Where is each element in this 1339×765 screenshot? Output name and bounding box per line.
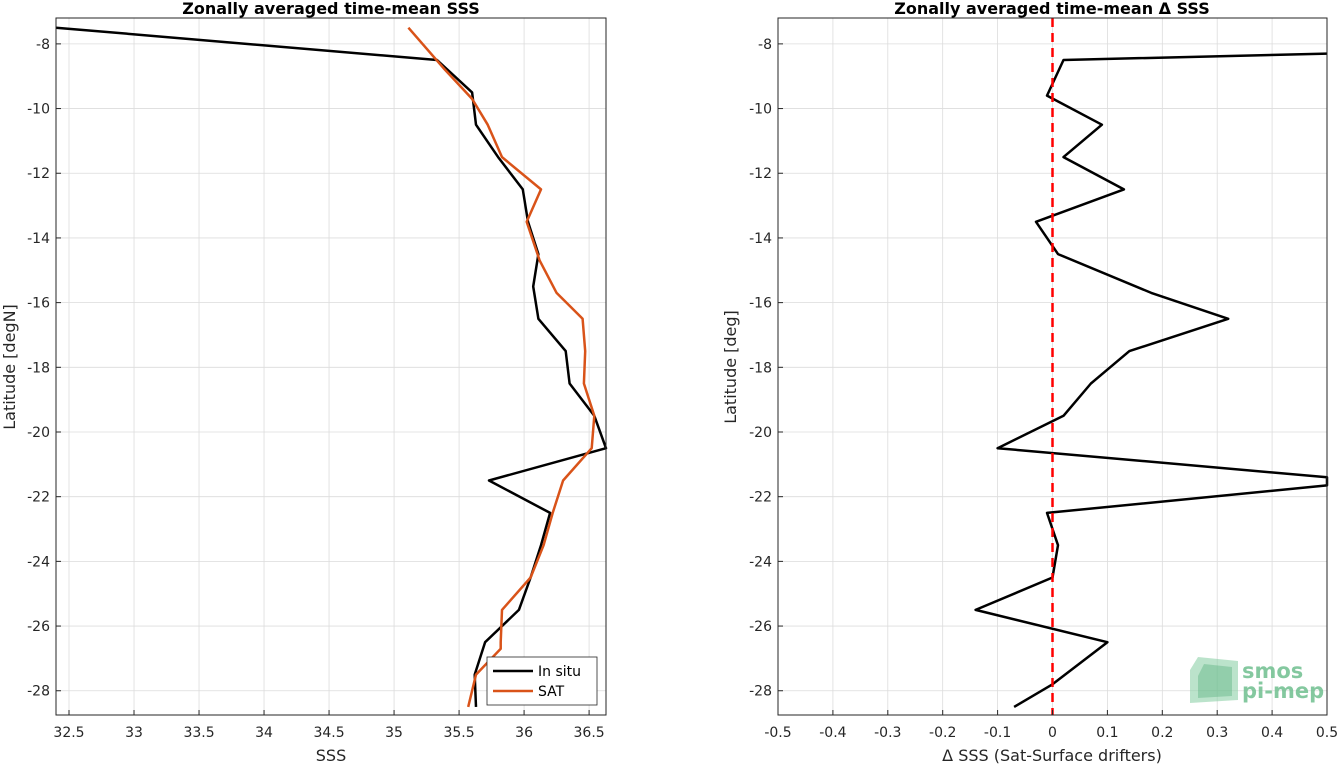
x-tick-label: 34 xyxy=(255,725,273,741)
y-tick-label: -14 xyxy=(27,231,50,247)
x-tick-label: -0.2 xyxy=(929,725,956,741)
y-axis-label-right: Latitude [deg] xyxy=(721,310,740,424)
y-tick-label: -22 xyxy=(749,490,772,506)
x-tick-label: 34.5 xyxy=(313,725,344,741)
y-tick-label: -20 xyxy=(27,425,50,441)
x-tick-label: 35.5 xyxy=(443,725,474,741)
chart-title-left: Zonally averaged time-mean SSS xyxy=(182,0,480,18)
series-line-sat xyxy=(407,26,596,708)
legend-label-in-situ: In situ xyxy=(538,664,581,680)
x-tick-label: 36.5 xyxy=(574,725,605,741)
ticks-left: 32.5 33 33.5 34 34.5 35 35.5 36 36.5 -8 -10 -12 -14 -… xyxy=(27,37,605,741)
series-line-delta-sss xyxy=(974,52,1329,708)
x-tick-label: 0.1 xyxy=(1096,725,1118,741)
y-tick-label: -24 xyxy=(749,554,772,570)
y-tick-label: -26 xyxy=(27,619,50,635)
y-tick-label: -20 xyxy=(749,425,772,441)
series-left xyxy=(55,26,608,708)
y-tick-label: -12 xyxy=(27,166,50,182)
legend-label-sat: SAT xyxy=(538,684,565,700)
chart-title-right: Zonally averaged time-mean Δ SSS xyxy=(894,0,1210,18)
y-tick-label: -10 xyxy=(27,102,50,118)
ticks-right: -0.5 -0.4 -0.3 -0.2 -0.1 0 0.1 0.2 0.3 0.4 0.5 -8 -1… xyxy=(749,37,1338,741)
series-line-in-situ xyxy=(55,26,608,707)
y-tick-label: -16 xyxy=(749,296,772,312)
y-tick-label: -24 xyxy=(27,554,50,570)
legend: In situ SAT xyxy=(486,656,598,706)
x-tick-label: -0.3 xyxy=(874,725,901,741)
x-tick-label: 33.5 xyxy=(183,725,214,741)
series-right xyxy=(974,18,1329,715)
y-tick-label: -10 xyxy=(749,102,772,118)
logo-text-smos: smos xyxy=(1242,659,1303,683)
axes-box-left xyxy=(55,17,607,716)
y-tick-label: -18 xyxy=(27,360,50,376)
grid-right xyxy=(777,18,1328,715)
grid-left xyxy=(56,18,606,715)
x-tick-label: 0 xyxy=(1048,725,1057,741)
y-tick-label: -12 xyxy=(749,166,772,182)
y-tick-label: -18 xyxy=(749,360,772,376)
y-tick-label: -22 xyxy=(27,490,50,506)
y-tick-label: -8 xyxy=(36,37,50,53)
right-panel: -0.5 -0.4 -0.3 -0.2 -0.1 0 0.1 0.2 0.3 0.4 0.5 -8 -1… xyxy=(721,0,1338,765)
legend-box xyxy=(486,656,598,706)
x-axis-label-left: SSS xyxy=(316,746,346,765)
y-tick-label: -8 xyxy=(758,37,772,53)
logo-graphic-layer xyxy=(1198,664,1232,698)
x-axis-label-right: Δ SSS (Sat-Surface drifters) xyxy=(942,746,1162,765)
x-tick-label: 0.4 xyxy=(1261,725,1283,741)
y-tick-label: -26 xyxy=(749,619,772,635)
y-tick-label: -28 xyxy=(749,684,772,700)
x-tick-label: 35 xyxy=(385,725,403,741)
plot-area-left xyxy=(56,18,606,715)
left-panel: 32.5 33 33.5 34 34.5 35 35.5 36 36.5 -8 -10 -12 -14 -… xyxy=(0,0,608,765)
x-tick-label: -0.4 xyxy=(819,725,846,741)
x-tick-label: -0.1 xyxy=(984,725,1011,741)
x-tick-label: 0.3 xyxy=(1206,725,1228,741)
x-tick-label: -0.5 xyxy=(764,725,791,741)
y-tick-label: -28 xyxy=(27,684,50,700)
x-tick-label: 0.2 xyxy=(1151,725,1173,741)
y-tick-label: -14 xyxy=(749,231,772,247)
logo-text-pi-mep: pi-mep xyxy=(1242,679,1324,703)
y-axis-label-left: Latitude [degN] xyxy=(0,304,19,430)
x-tick-label: 33 xyxy=(125,725,143,741)
smos-pi-mep-logo: smos pi-mep xyxy=(1190,657,1324,703)
x-tick-label: 0.5 xyxy=(1316,725,1338,741)
y-tick-label: -16 xyxy=(27,296,50,312)
x-tick-label: 32.5 xyxy=(53,725,84,741)
x-tick-label: 36 xyxy=(515,725,533,741)
